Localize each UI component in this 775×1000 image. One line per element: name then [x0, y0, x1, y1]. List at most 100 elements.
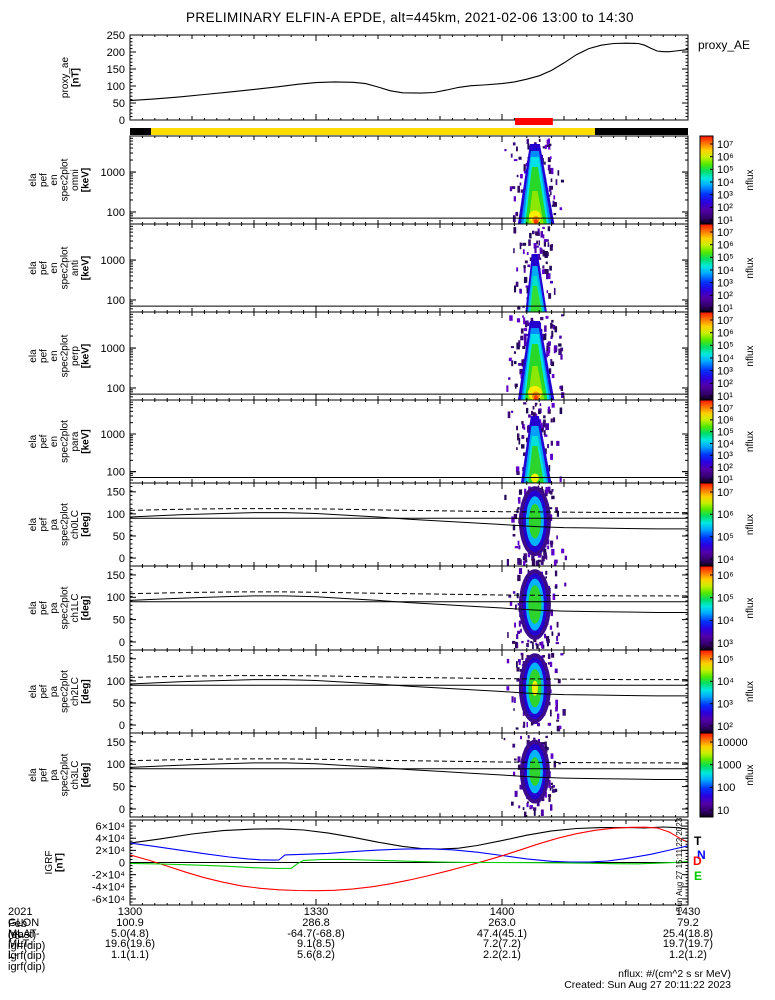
- colorbar-tick-label: 10⁶: [717, 415, 734, 427]
- y-tick-label: 50: [113, 98, 125, 110]
- colorbar-tick-label: 10²: [717, 378, 733, 390]
- colorbar-tick-label: 10³: [717, 190, 733, 202]
- colorbar-tick-label: 10¹: [717, 391, 733, 403]
- annotation-value: 47.4(45.1): [476, 927, 528, 940]
- axis-label-line: ch2LC: [70, 677, 81, 706]
- axis-label-line: en: [49, 262, 60, 273]
- colorbar-title: nflux: [745, 345, 756, 366]
- y-tick-label: 200: [107, 47, 125, 59]
- annotation-row-label: 2021 Feb 06: [8, 906, 33, 942]
- page-title: PRELIMINARY ELFIN-A EPDE, alt=445km, 202…: [186, 10, 634, 25]
- annotation-value: 7.2(7.2): [483, 938, 521, 951]
- igrf-legend-e: E: [694, 869, 703, 883]
- y-tick-label: 6×10⁴: [95, 821, 125, 833]
- colorbar-tick-label: 100: [717, 782, 735, 794]
- y-tick-label: -2×10⁴: [92, 869, 125, 881]
- colorbar-tick-label: 10³: [717, 450, 733, 462]
- annotation-row-label: GLON (east): [8, 916, 40, 941]
- axis-label-line: spec2plot: [60, 503, 71, 546]
- axis-label-line: [nT]: [71, 68, 82, 87]
- y-tick-label: 100: [107, 592, 125, 604]
- axis-label-line: ela: [28, 601, 39, 615]
- panel-content-pa_ch2: [130, 652, 688, 732]
- annotation-value: 1330: [303, 906, 329, 918]
- axis-label-line: [keV]: [81, 256, 92, 280]
- colorbar-tick-label: 10¹: [717, 474, 733, 486]
- colorbar-tick-label: 10⁶: [717, 240, 734, 252]
- y-tick-label: 1000: [101, 429, 125, 441]
- y-tick-label: -4×10⁴: [92, 882, 125, 894]
- y-tick-label: 100: [107, 676, 125, 688]
- annotation-value: 19.7(19.7): [662, 938, 714, 951]
- colorbar-title: nflux: [745, 169, 756, 190]
- y-tick-label: 100: [107, 383, 125, 395]
- colorbar-tick-label: 10²: [717, 202, 733, 214]
- igrf-legend-d: D: [693, 854, 702, 868]
- footer: nflux: #/(cm^2 s sr MeV) Created: Sun Au…: [564, 969, 731, 991]
- axis-label-line: omni: [70, 169, 81, 191]
- annotation-value: 5.0(4.8): [111, 927, 149, 940]
- axis-label-line: [deg]: [81, 596, 92, 620]
- colorbar-tick-label: 10⁷: [717, 487, 733, 499]
- colorbar-tick-label: 10⁵: [717, 340, 734, 352]
- axis-label-line: ela: [28, 434, 39, 448]
- y-tick-label: 150: [107, 654, 125, 666]
- annotation-row-label: MLT-igrf(dip): [8, 938, 46, 963]
- colorbar-tick-label: 10⁷: [717, 139, 733, 151]
- colorbar-tick-label: 10⁴: [717, 265, 734, 277]
- axis-label-line: ch1LC: [70, 594, 81, 623]
- colorbar-tick-label: 10⁶: [717, 509, 734, 521]
- axis-label-line: spec2plot: [60, 158, 71, 201]
- axis-label-line: [nT]: [55, 853, 66, 872]
- colorbar-title: nflux: [745, 764, 756, 785]
- panel-content-proxy_ae: [130, 42, 688, 102]
- axis-label-line: en: [49, 350, 60, 361]
- colorbar-tick-label: 10⁵: [717, 252, 734, 264]
- colorbar-tick-label: 10000: [717, 737, 748, 749]
- annotation-value: 5.6(8.2): [297, 949, 335, 962]
- axis-label-line: spec2plot: [60, 670, 71, 713]
- y-tick-label: 100: [107, 295, 125, 307]
- colorbar-tick-label: 10²: [717, 290, 733, 302]
- annotation-value: 1400: [489, 906, 515, 918]
- axis-label-line: pa: [49, 602, 60, 614]
- axis-label-line: anti: [70, 260, 81, 276]
- colorbar-title: nflux: [745, 597, 756, 618]
- colorbar-tick-label: 10⁷: [717, 403, 733, 415]
- axis-label-line: IGRF: [44, 851, 55, 875]
- side-timestamp: Sun Aug 27 15:11:22 2023: [675, 817, 684, 912]
- y-tick-label: 150: [107, 570, 125, 582]
- axis-label-line: spec2plot: [60, 753, 71, 796]
- colorbar-tick-label: 10²: [717, 462, 733, 474]
- annotation-value: -64.7(-68.8): [287, 927, 345, 940]
- y-tick-label: 0: [119, 857, 125, 869]
- y-tick-label: 150: [107, 737, 125, 749]
- axis-label-line: pef: [39, 434, 50, 448]
- igrf-legend-n: N: [697, 848, 706, 862]
- axis-label-line: [keV]: [81, 344, 92, 368]
- y-tick-label: 0: [119, 720, 125, 732]
- annotation-value: 79.2: [677, 916, 699, 929]
- y-tick-label: 0: [119, 637, 125, 649]
- axis-label-line: [deg]: [81, 763, 92, 787]
- annotation-value: 286.8: [302, 916, 330, 929]
- y-tick-label: 2×10⁴: [95, 845, 125, 857]
- colorbar-tick-label: 10⁴: [717, 554, 734, 566]
- annotation-row-label: MLAT-igrf(dip): [8, 927, 46, 952]
- y-tick-label: 0: [119, 115, 125, 127]
- activity-segment: [595, 128, 688, 135]
- axis-label-line: spec2plot: [60, 420, 71, 463]
- colorbar-pa_ch0: 10⁷ 10⁶ 10⁵ 10⁴ nflux: [699, 482, 756, 567]
- colorbar-tick-label: 10⁶: [717, 328, 734, 340]
- panel-content-pa_ch0: [130, 485, 688, 566]
- annotation-value: 263.0: [488, 916, 516, 929]
- y-tick-label: 100: [107, 467, 125, 479]
- colorbar-tick-label: 10⁷: [717, 227, 733, 239]
- annotation-value: 19.6(19.6): [104, 938, 156, 951]
- colorbar-pa_ch1: 10⁶ 10⁵ 10⁴ 10³ nflux: [699, 565, 756, 651]
- axis-label-line: pef: [39, 768, 50, 782]
